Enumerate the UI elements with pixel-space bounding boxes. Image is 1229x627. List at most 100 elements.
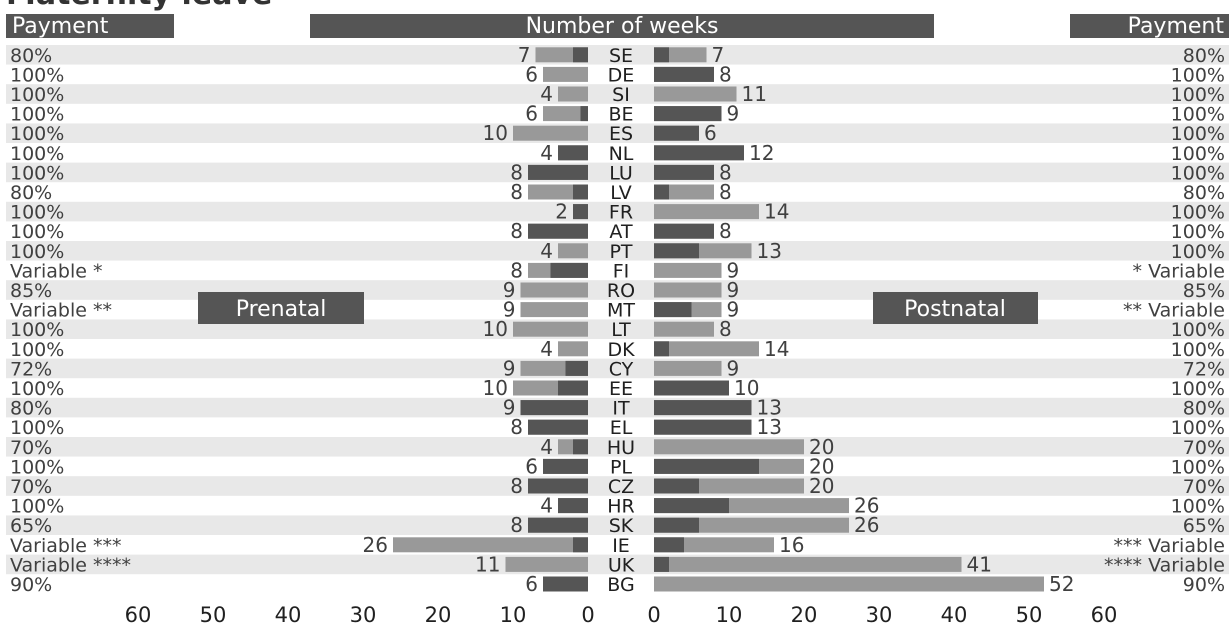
prenatal-bar-dark bbox=[558, 145, 588, 161]
payment-right: 100% bbox=[1171, 339, 1225, 361]
postnatal-bar-dark bbox=[654, 302, 692, 318]
prenatal-bar-dark bbox=[528, 164, 588, 180]
x-tick-right: 0 bbox=[647, 603, 660, 627]
payment-right: 80% bbox=[1183, 45, 1225, 67]
country-code: CY bbox=[609, 358, 634, 380]
payment-right: 100% bbox=[1171, 319, 1225, 341]
postnatal-bar-dark bbox=[654, 341, 669, 357]
country-row-nl: 100% 100% NL 4 12 bbox=[10, 141, 1225, 165]
country-row-si: 100% 100% SI 4 11 bbox=[10, 82, 1225, 106]
country-code: BE bbox=[608, 104, 633, 126]
prenatal-bar-dark bbox=[573, 537, 588, 553]
x-axis-ticks: 60 50 40 30 20 10 0 0 10 20 30 40 50 60 bbox=[125, 603, 1118, 627]
country-code: HU bbox=[607, 437, 635, 459]
payment-left: 80% bbox=[10, 45, 52, 67]
country-row-dk: 100% 100% DK 4 14 bbox=[10, 337, 1225, 361]
country-row-lv: 80% 80% LV 8 8 bbox=[10, 180, 1225, 204]
x-tick-right: 50 bbox=[1016, 603, 1043, 627]
payment-left: 90% bbox=[10, 574, 52, 596]
country-code: SE bbox=[609, 45, 633, 67]
country-row-fi: Variable * * Variable FI 8 9 bbox=[10, 258, 1225, 282]
postnatal-bar bbox=[654, 556, 962, 572]
country-row-pl: 100% 100% PL 6 20 bbox=[10, 454, 1225, 478]
prenatal-value: 9 bbox=[503, 356, 516, 380]
payment-left: 100% bbox=[10, 84, 64, 106]
row-band bbox=[6, 319, 1229, 339]
payment-left: 100% bbox=[10, 123, 64, 145]
payment-left: 100% bbox=[10, 221, 64, 243]
x-tick-left: 40 bbox=[275, 603, 302, 627]
country-code: EE bbox=[609, 378, 633, 400]
country-row-hr: 100% 100% HR 4 26 bbox=[10, 494, 1225, 518]
postnatal-value: 8 bbox=[719, 160, 732, 184]
payment-right: 100% bbox=[1171, 417, 1225, 439]
x-tick-left: 20 bbox=[425, 603, 452, 627]
row-band bbox=[6, 358, 1229, 379]
payment-left: 100% bbox=[10, 417, 64, 439]
x-tick-right: 20 bbox=[791, 603, 818, 627]
row-band bbox=[6, 397, 1229, 418]
prenatal-bar bbox=[513, 125, 588, 141]
postnatal-bar bbox=[654, 321, 714, 337]
payment-left: 100% bbox=[10, 378, 64, 400]
prenatal-value: 4 bbox=[540, 494, 553, 518]
prenatal-bar bbox=[520, 282, 588, 298]
prenatal-value: 4 bbox=[540, 435, 553, 459]
payment-left: 100% bbox=[10, 456, 64, 478]
prenatal-label: Prenatal bbox=[236, 297, 327, 322]
payment-right: * Variable bbox=[1133, 260, 1225, 282]
prenatal-value: 9 bbox=[503, 278, 516, 302]
country-row-el: 100% 100% EL 8 13 bbox=[10, 415, 1225, 439]
postnatal-value: 12 bbox=[749, 141, 774, 165]
country-code: RO bbox=[607, 280, 635, 302]
postnatal-value: 9 bbox=[727, 258, 740, 282]
postnatal-value: 9 bbox=[727, 102, 740, 126]
postnatal-value: 13 bbox=[757, 415, 782, 439]
postnatal-bar-dark bbox=[654, 184, 669, 200]
prenatal-bar bbox=[393, 537, 588, 553]
row-band bbox=[6, 162, 1229, 183]
postnatal-bar-dark bbox=[654, 400, 752, 416]
country-code: SK bbox=[609, 515, 634, 537]
payment-left: 72% bbox=[10, 358, 52, 380]
payment-left: 85% bbox=[10, 280, 52, 302]
prenatal-value: 6 bbox=[525, 102, 538, 126]
x-tick-left: 50 bbox=[200, 603, 227, 627]
row-band bbox=[6, 515, 1229, 535]
prenatal-value: 8 bbox=[510, 219, 523, 243]
postnatal-bar-dark bbox=[654, 164, 714, 180]
payment-right: 100% bbox=[1171, 241, 1225, 263]
postnatal-value: 26 bbox=[854, 513, 879, 537]
prenatal-value: 11 bbox=[475, 552, 500, 576]
prenatal-bar-dark bbox=[528, 517, 588, 533]
postnatal-bar bbox=[654, 204, 759, 220]
postnatal-value: 13 bbox=[757, 396, 782, 420]
prenatal-value: 4 bbox=[540, 141, 553, 165]
payment-right: ** Variable bbox=[1123, 300, 1225, 322]
row-band bbox=[6, 476, 1229, 496]
payment-right: 100% bbox=[1171, 123, 1225, 145]
postnatal-value: 41 bbox=[967, 552, 992, 576]
country-row-pt: 100% 100% PT 4 13 bbox=[10, 239, 1225, 263]
payment-right: 100% bbox=[1171, 378, 1225, 400]
postnatal-bar bbox=[654, 341, 759, 357]
prenatal-bar-dark bbox=[550, 262, 588, 278]
prenatal-value: 10 bbox=[483, 376, 508, 400]
country-code: IE bbox=[612, 535, 630, 557]
country-code: DE bbox=[608, 64, 635, 86]
prenatal-bar-dark bbox=[573, 47, 588, 63]
postnatal-value: 13 bbox=[757, 239, 782, 263]
prenatal-bar-dark bbox=[573, 204, 588, 220]
postnatal-bar-dark bbox=[654, 498, 729, 514]
left-payment-header-bg bbox=[6, 14, 174, 38]
postnatal-label: Postnatal bbox=[904, 297, 1006, 322]
prenatal-value: 2 bbox=[555, 200, 568, 224]
right-payment-header-bg bbox=[1070, 14, 1229, 38]
postnatal-bar-dark bbox=[654, 243, 699, 259]
payment-left: Variable *** bbox=[10, 535, 121, 557]
postnatal-bar-dark bbox=[654, 125, 699, 141]
country-row-uk: Variable **** **** Variable UK 11 41 bbox=[10, 552, 1225, 576]
prenatal-value: 4 bbox=[540, 82, 553, 106]
left-payment-header: Payment bbox=[12, 14, 109, 39]
country-code: HR bbox=[607, 496, 635, 518]
